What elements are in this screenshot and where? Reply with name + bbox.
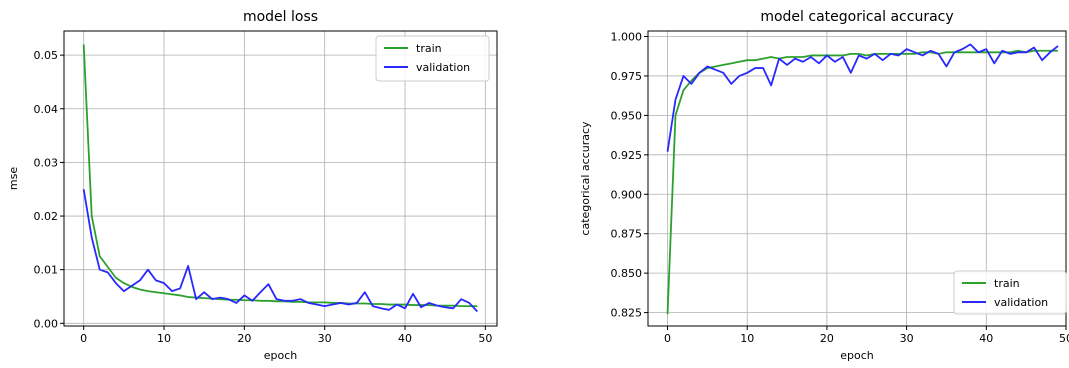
y-tick-label: 0.975 <box>611 70 643 83</box>
series-line-validation <box>82 189 478 313</box>
plot-frame <box>63 30 498 327</box>
x-tick-label: 20 <box>820 332 834 345</box>
legend-label-validation: validation <box>416 61 470 74</box>
y-tick-label: 0.900 <box>611 188 643 201</box>
chart-title: model categorical accuracy <box>760 9 953 25</box>
y-tick-label: 0.00 <box>34 317 59 330</box>
series-line-validation <box>666 43 1059 152</box>
x-tick-label: 0 <box>80 332 87 345</box>
plot-frame <box>647 30 1067 327</box>
y-tick-label: 0.01 <box>34 264 59 277</box>
legend-label-validation: validation <box>994 296 1048 309</box>
legend-box <box>953 270 1067 315</box>
x-tick-label: 30 <box>900 332 914 345</box>
x-axis-label: epoch <box>264 349 298 362</box>
y-tick-label: 0.03 <box>34 156 59 169</box>
series-line-train <box>82 44 478 308</box>
x-tick-label: 30 <box>318 332 332 345</box>
chart-title: model loss <box>243 9 318 25</box>
x-tick-label: 0 <box>664 332 671 345</box>
loss-chart: 0 10 20 30 40 50 0.00 0.01 0.02 0.03 0.04 0.05 model… <box>7 9 498 362</box>
y-tick-label: 0.825 <box>611 307 643 320</box>
y-axis-label: mse <box>7 167 20 190</box>
legend-label-train: train <box>994 277 1020 290</box>
legend-label-train: train <box>416 42 442 55</box>
x-axis-label: epoch <box>840 349 874 362</box>
y-axis-label: categorical accuracy <box>579 121 592 236</box>
x-tick-label: 40 <box>398 332 412 345</box>
y-tick-label: 0.875 <box>611 228 643 241</box>
accuracy-chart: 0 10 20 30 40 50 0.825 0.850 0.875 0.900 0.925 0.95… <box>579 9 1069 362</box>
x-tick-label: 10 <box>740 332 754 345</box>
y-tick-label: 0.05 <box>34 49 59 62</box>
y-tick-label: 0.02 <box>34 210 59 223</box>
x-tick-label: 40 <box>979 332 993 345</box>
y-tick-label: 1.000 <box>611 31 643 44</box>
x-tick-label: 50 <box>1059 332 1069 345</box>
y-tick-label: 0.850 <box>611 267 643 280</box>
y-tick-label: 0.925 <box>611 149 643 162</box>
y-tick-label: 0.950 <box>611 109 643 122</box>
x-tick-label: 20 <box>237 332 251 345</box>
y-tick-label: 0.04 <box>34 103 59 116</box>
x-tick-label: 10 <box>157 332 171 345</box>
legend: train validation <box>953 270 1067 315</box>
x-tick-label: 50 <box>478 332 492 345</box>
series-line-train <box>666 49 1059 315</box>
legend: train validation <box>375 35 490 82</box>
